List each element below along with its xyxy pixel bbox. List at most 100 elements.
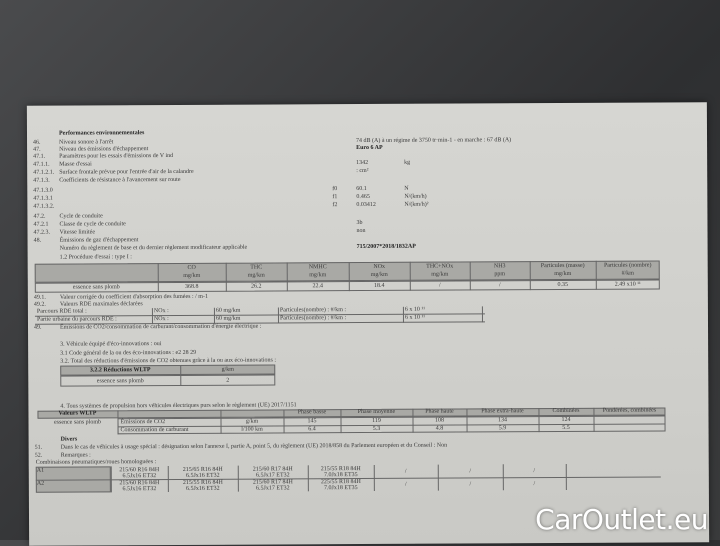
column-header: NOx <box>349 264 410 271</box>
row-value: Euro 6 AP <box>356 145 383 152</box>
rim-size: 7.0Jx18 ET35 <box>308 485 374 492</box>
row-label: essence sans plomb <box>60 378 180 386</box>
row-label: Émissions de CO2 <box>120 419 165 426</box>
tire-empty: / <box>374 469 438 476</box>
column-header: Combinées <box>538 408 593 415</box>
row-label: Surface frontale prévue pour l'entrée d'… <box>59 169 193 177</box>
rde-nox-value: 60 mg/km <box>216 308 241 315</box>
column-header: Phase basse <box>283 409 340 416</box>
axle-label: A2 <box>37 481 44 488</box>
rde-label: Partie urbaine du parcours RDE : <box>37 316 117 323</box>
rde-particles-label: Particules(nombre) : #/km : <box>280 315 346 322</box>
row-number: 47.1. <box>33 154 45 161</box>
column-unit: g/km <box>180 366 275 373</box>
column-unit: mg/km <box>158 273 226 280</box>
tire-empty: / <box>438 481 503 488</box>
rim-size: 6.5Jx16 ET32 <box>111 486 168 493</box>
row-number: 49.1. <box>34 295 46 302</box>
wltp-value: 6.4 <box>284 426 341 433</box>
section-title: Performances environnementales <box>59 130 144 137</box>
column-unit: mg/km <box>287 272 349 279</box>
emission-value: / <box>470 282 530 289</box>
rde-nox-label: NOx : <box>154 316 169 323</box>
table-divider <box>214 308 215 316</box>
rde-particles-value: 6 x 10 ¹¹ <box>405 307 425 314</box>
row-number: 47.1.3.2. <box>33 204 54 211</box>
emission-value: 2.49 x10 ¹¹ <box>596 281 660 288</box>
row-number: 47.1.2.1. <box>33 170 54 177</box>
rim-size: 6.5Jx16 ET32 <box>168 486 238 493</box>
emission-value: 368.8 <box>158 284 226 291</box>
row-value: 3b <box>356 220 362 227</box>
watermark-logo: CarOutlet.eu <box>535 503 708 536</box>
emission-value: 18.4 <box>349 283 410 290</box>
wltp-value: 5.9 <box>467 425 539 432</box>
row-number: 51. <box>35 445 43 452</box>
wltp-value: 134 <box>466 417 538 424</box>
row-number: 52. <box>35 453 43 460</box>
table-divider <box>152 316 153 324</box>
row-value: 60.1 <box>356 186 367 193</box>
row-label: Numéro du règlement de base et du dernie… <box>60 245 248 253</box>
row-coefficient: f0 <box>332 186 337 193</box>
table-divider <box>482 306 483 314</box>
row-label: Dans le cas de véhicules à usage spécial… <box>61 443 448 452</box>
axle-label: A1 <box>37 468 44 475</box>
table-divider <box>117 410 118 434</box>
row-value: 0.465 <box>356 194 370 201</box>
column-header: NMHC <box>287 264 349 271</box>
row-label: Valeurs RDE maximales déclarées <box>60 301 143 308</box>
column-unit: mg/km <box>530 271 596 278</box>
column-header: Phase extra-haute <box>466 408 538 415</box>
column-unit: mg/km <box>226 272 287 279</box>
row-label: Masse d'essai <box>59 161 92 168</box>
rde-particles-label: Particules(nombre) : #/km : <box>280 307 346 314</box>
row-label: Classe de cycle de conduite <box>59 221 125 228</box>
column-unit: #/km <box>596 270 660 277</box>
row-number: 47. <box>33 147 41 154</box>
row-label: Émissions de gaz d'échappement <box>60 237 139 244</box>
row-label: essence sans plomb <box>35 284 158 292</box>
emission-value: / <box>410 282 470 289</box>
table-divider <box>403 315 404 323</box>
emission-value: 0.35 <box>530 282 596 289</box>
wltp-value: 4.8 <box>413 425 467 432</box>
tire-empty: / <box>503 468 566 475</box>
tire-empty: / <box>438 468 503 475</box>
rde-label: Parcours RDE total : <box>37 308 87 315</box>
column-header: Phase moyenne <box>340 409 412 416</box>
column-unit: mg/km <box>349 272 410 279</box>
row-unit: N/(km/h)² <box>404 202 428 209</box>
row-number: 49.2. <box>34 302 46 309</box>
column-unit: mg/km <box>410 271 470 278</box>
reduction-value: 2 <box>180 377 275 384</box>
column-header: Phase haute <box>412 408 466 415</box>
table-divider <box>566 464 567 490</box>
row-coefficient: f2 <box>332 202 337 209</box>
column-header: Particules (nombre) <box>596 262 660 269</box>
column-header: 3.2.2 Réductions WLTP <box>60 367 180 375</box>
table-divider <box>482 314 483 322</box>
row-label: Cycle de conduite <box>59 213 102 220</box>
wltp-value: 145 <box>283 418 340 425</box>
row-unit: l/100 km <box>221 426 284 433</box>
row-value: non <box>356 228 365 235</box>
row-number: 47.1.3.0 <box>33 188 53 195</box>
row-unit: g/km <box>220 418 283 425</box>
wltp-value: 5.5 <box>539 425 594 432</box>
wltp-value: 108 <box>412 417 466 424</box>
table-divider <box>403 307 404 315</box>
row-value: 0.03412 <box>356 202 376 209</box>
row-label: Vitesse limitée <box>60 229 96 236</box>
table-divider <box>214 316 215 324</box>
procedure-label: 1.2 Procédure d'essai : type I : <box>60 254 132 261</box>
row-coefficient: f1 <box>332 194 337 201</box>
wltp-value: 119 <box>340 418 412 425</box>
row-unit: N/(km/h) <box>404 194 426 201</box>
column-header: THC <box>226 264 287 271</box>
wltp-corner-label: Valeurs WLTP <box>37 410 117 417</box>
rde-particles-value: 6 x 10 ¹¹ <box>405 315 425 322</box>
wltp-value: 124 <box>538 417 593 424</box>
tire-empty: / <box>374 482 438 489</box>
